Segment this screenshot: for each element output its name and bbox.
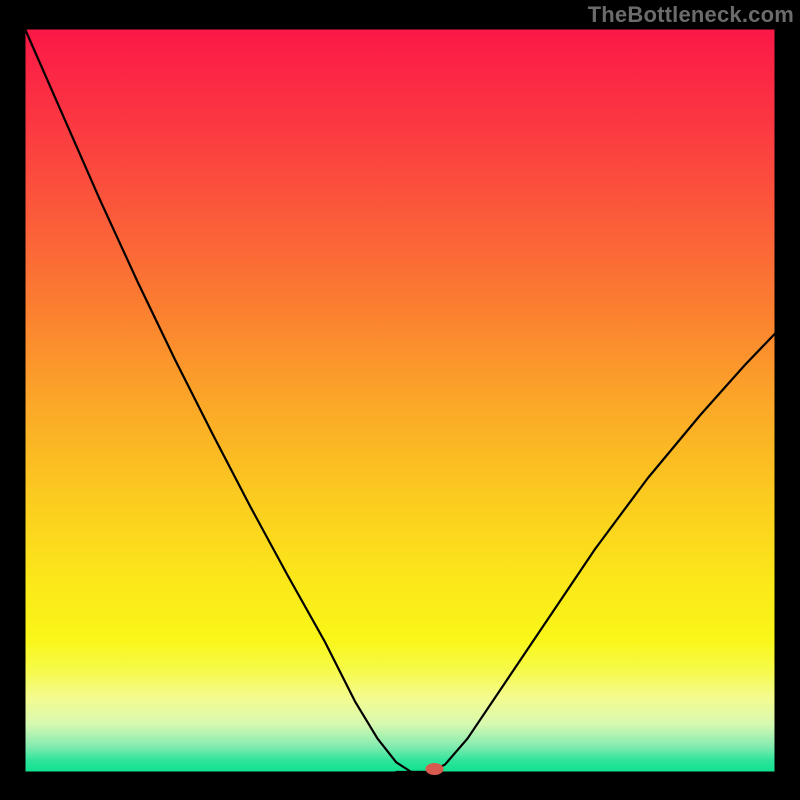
bottleneck-chart [0,0,800,800]
optimal-point-marker [426,763,444,775]
plot-background [25,29,775,772]
